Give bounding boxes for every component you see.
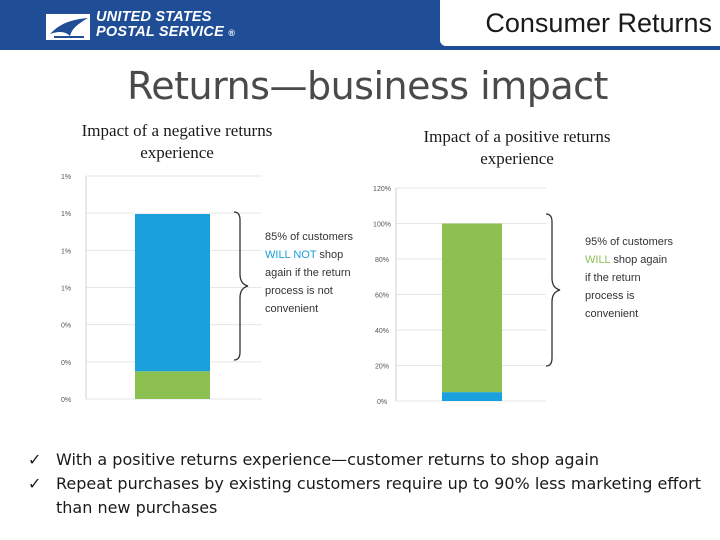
bullet-text-1: With a positive returns experience—custo… [56, 450, 599, 469]
right-callout-line3: if the return [585, 272, 641, 284]
left-callout-line3: again if the return [265, 267, 351, 279]
right-chart-y-tick: 40% [375, 328, 389, 335]
left-chart-bar-segment [135, 371, 210, 399]
left-chart-title-line1: Impact of a negative returns [81, 121, 273, 140]
right-chart-y-tick: 0% [377, 399, 387, 406]
logo-line-1: UNITED STATES [96, 9, 212, 25]
left-chart: 0% 0% 0% 1% 1% 1% 1% [61, 174, 262, 404]
left-chart-y-tick: 1% [61, 211, 71, 218]
left-chart-title: Impact of a negative returns experience [52, 120, 302, 164]
right-chart-y-tick: 100% [373, 222, 391, 229]
left-chart-y-tick: 0% [61, 397, 71, 404]
logo-line-2: POSTAL SERVICE [96, 24, 224, 40]
left-chart-y-tick: 0% [61, 360, 71, 367]
right-chart-bar-segment [442, 392, 502, 401]
right-chart-y-tick: 80% [375, 257, 389, 264]
right-callout-line2: WILL shop again [585, 251, 673, 269]
left-chart-bar-segment [135, 214, 210, 372]
check-icon: ✓ [28, 474, 42, 493]
will-not-highlight: WILL NOT [265, 249, 317, 261]
right-chart-y-tick: 120% [373, 186, 391, 193]
registered-mark: ® [228, 28, 236, 38]
bullet-text-2: Repeat purchases by existing customers r… [56, 474, 701, 517]
right-chart: 0% 20% 40% 60% 80% 100% 120% [373, 186, 546, 406]
eagle-icon [46, 14, 90, 40]
left-callout-line4: process is not [265, 285, 333, 297]
right-chart-title: Impact of a positive returns experience [392, 126, 642, 170]
right-chart-y-tick: 60% [375, 293, 389, 300]
right-chart-bar-segment [442, 223, 502, 393]
check-icon: ✓ [28, 450, 42, 469]
right-chart-title-line1: Impact of a positive returns [423, 127, 611, 146]
left-chart-title-line2: experience [140, 143, 214, 162]
right-callout-line5: convenient [585, 308, 639, 320]
left-chart-y-tick: 1% [61, 174, 71, 181]
left-callout-line1: 85% of customers [265, 231, 354, 243]
right-callout-mid: shop again [613, 254, 668, 266]
left-chart-y-tick: 1% [61, 248, 71, 255]
left-chart-y-tick: 1% [61, 286, 71, 293]
right-chart-title-line2: experience [480, 149, 554, 168]
left-callout: 85% of customers WILL NOT shop again if … [265, 228, 353, 318]
page-title: Returns—business impact [127, 64, 608, 108]
left-callout-line5: convenient [265, 303, 319, 315]
will-highlight: WILL [585, 254, 611, 266]
right-callout-line1: 95% of customers [585, 236, 674, 248]
bullet-list: ✓ With a positive returns experience—cus… [28, 448, 708, 520]
section-title-box: Consumer Returns [440, 0, 720, 46]
header-bar: UNITED STATES POSTAL SERVICE ® Consumer … [0, 0, 720, 50]
right-chart-y-tick: 20% [375, 364, 389, 371]
left-brace [233, 211, 249, 361]
right-brace [545, 213, 561, 367]
bullet-item: ✓ Repeat purchases by existing customers… [28, 472, 708, 520]
left-callout-line2: WILL NOT shop [265, 246, 353, 264]
bullet-item: ✓ With a positive returns experience—cus… [28, 448, 708, 472]
right-callout: 95% of customers WILL shop again if the … [585, 233, 673, 323]
left-chart-y-tick: 0% [61, 323, 71, 330]
right-callout-line4: process is [585, 290, 635, 302]
logo-text: UNITED STATES POSTAL SERVICE ® [96, 10, 235, 41]
usps-logo: UNITED STATES POSTAL SERVICE ® [44, 10, 244, 44]
section-title: Consumer Returns [485, 8, 712, 38]
left-callout-mid: shop [319, 249, 344, 261]
